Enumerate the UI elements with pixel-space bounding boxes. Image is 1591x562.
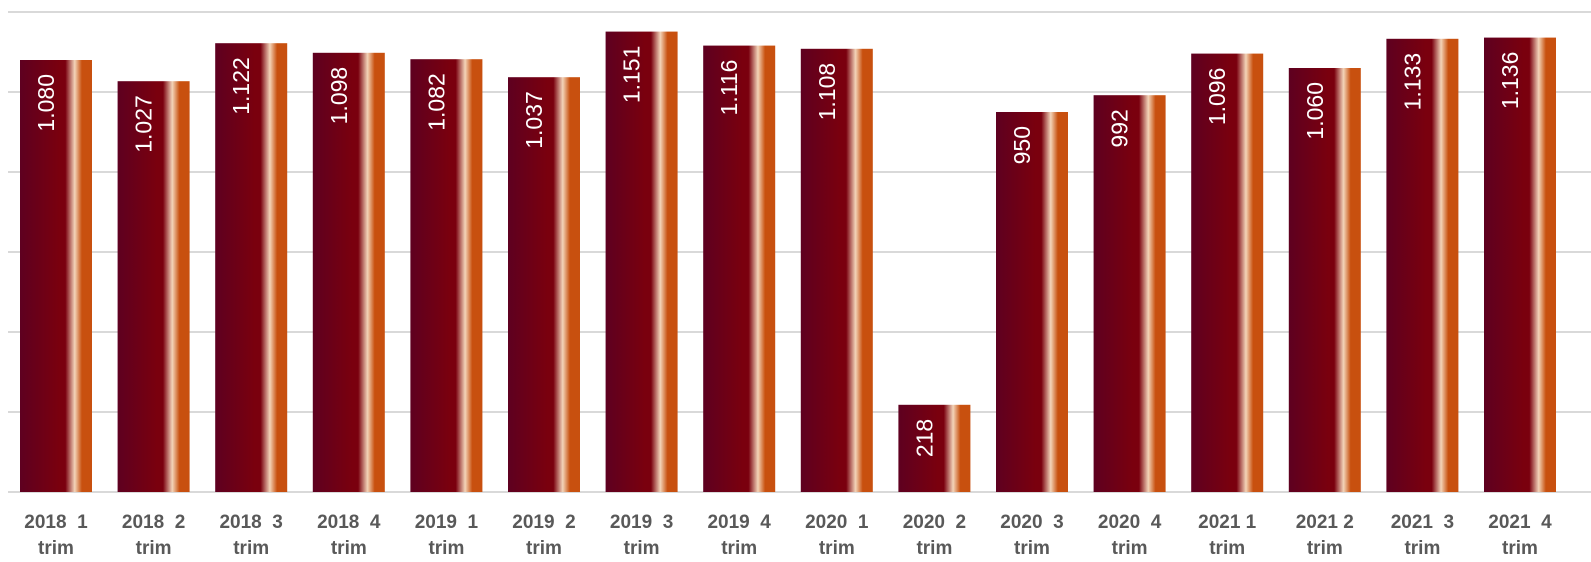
x-tick-label-period: 2020 1 <box>805 512 869 533</box>
bar <box>215 43 288 492</box>
x-tick-label: 2021 4 trim <box>1488 512 1552 559</box>
bar-data-label: 950 <box>1009 126 1035 164</box>
x-tick-label-unit: trim <box>819 538 855 559</box>
bar <box>800 48 873 493</box>
bar-data-label: 1.151 <box>619 46 645 104</box>
x-tick-label-unit: trim <box>1502 538 1538 559</box>
x-tick-label-period: 2018 2 <box>122 512 185 533</box>
x-tick-label-unit: trim <box>1112 538 1148 559</box>
x-tick-label-period: 2019 3 <box>610 512 673 533</box>
x-tick-label-period: 2021 1 <box>1198 512 1257 533</box>
bar-data-label: 1.116 <box>716 60 742 116</box>
x-tick-label: 2020 1 trim <box>805 512 869 559</box>
x-tick-label: 2021 2 trim <box>1296 512 1354 559</box>
x-tick-label: 2018 1 trim <box>24 512 88 559</box>
x-tick-label-period: 2019 1 <box>415 512 479 533</box>
bar <box>117 81 190 492</box>
x-tick-label-period: 2020 2 <box>903 512 966 533</box>
x-tick-label-unit: trim <box>916 538 952 559</box>
x-tick-label-unit: trim <box>721 538 757 559</box>
x-tick-label: 2019 4 trim <box>707 512 771 559</box>
x-tick-label-unit: trim <box>1209 538 1245 559</box>
x-tick-label-period: 2019 2 <box>512 512 575 533</box>
x-tick-label-unit: trim <box>1307 538 1343 559</box>
bar <box>1484 37 1556 492</box>
x-tick-label-period: 2021 3 <box>1391 512 1454 533</box>
x-tick-label-period: 2018 1 <box>24 512 88 533</box>
x-tick-label-unit: trim <box>136 538 172 559</box>
bar <box>703 45 776 492</box>
bar-data-label: 1.080 <box>33 74 59 132</box>
bar-data-label: 1.108 <box>814 63 840 121</box>
bars <box>20 31 1556 493</box>
x-tick-label: 2019 2 trim <box>512 512 575 559</box>
x-tick-label: 2020 4 trim <box>1098 512 1162 559</box>
bar-data-label: 1.027 <box>131 95 157 153</box>
x-axis-tick-labels: 2018 1 trim 2018 2 trim 2018 3 trim 2018 4 trim… <box>24 512 1552 559</box>
x-tick-label: 2019 3 trim <box>610 512 673 559</box>
bar-data-label: 1.096 <box>1204 68 1230 126</box>
x-tick-label-period: 2020 3 <box>1000 512 1063 533</box>
bar <box>312 52 385 493</box>
x-tick-label-period: 2020 4 <box>1098 512 1162 533</box>
bar-data-label: 1.037 <box>521 91 547 149</box>
x-tick-label-unit: trim <box>624 538 660 559</box>
x-tick-label: 2019 1 trim <box>415 512 479 559</box>
x-tick-label: 2018 4 trim <box>317 512 381 559</box>
x-tick-label-unit: trim <box>233 538 269 559</box>
x-tick-label: 2021 3 trim <box>1391 512 1454 559</box>
x-tick-label-period: 2018 3 <box>219 512 282 533</box>
x-tick-label-period: 2018 4 <box>317 512 381 533</box>
bar <box>1288 68 1361 492</box>
x-tick-label-period: 2021 2 <box>1296 512 1354 533</box>
bar <box>1093 95 1166 492</box>
bar-data-label: 1.098 <box>326 67 352 125</box>
bar <box>410 59 483 492</box>
bar-data-label: 1.082 <box>423 73 449 131</box>
x-tick-label-unit: trim <box>1014 538 1050 559</box>
bar-data-label: 218 <box>911 419 937 457</box>
x-tick-label: 2018 2 trim <box>122 512 185 559</box>
bar <box>20 60 92 492</box>
bar-data-label: 1.133 <box>1399 53 1425 111</box>
data-labels: 1.080 1.027 1.122 1.098 1.082 1.037 1.151 1.116… <box>33 46 1523 458</box>
bar <box>1191 53 1264 492</box>
bar <box>605 31 678 492</box>
bar-data-label: 1.122 <box>228 57 254 115</box>
bar <box>898 404 971 492</box>
bar-data-label: 1.136 <box>1497 52 1523 110</box>
x-tick-label: 2018 3 trim <box>219 512 282 559</box>
x-tick-label: 2020 2 trim <box>903 512 966 559</box>
x-tick-label-unit: trim <box>526 538 562 559</box>
bar <box>996 112 1068 492</box>
bar-data-label: 1.060 <box>1302 82 1328 140</box>
x-tick-label-period: 2019 4 <box>707 512 771 533</box>
bar-data-label: 992 <box>1107 109 1133 147</box>
bar <box>1386 38 1459 493</box>
x-tick-label: 2020 3 trim <box>1000 512 1063 559</box>
x-tick-label-period: 2021 4 <box>1488 512 1552 533</box>
x-tick-label-unit: trim <box>38 538 74 559</box>
bar <box>508 77 580 492</box>
x-tick-label-unit: trim <box>428 538 464 559</box>
x-tick-label-unit: trim <box>331 538 367 559</box>
x-tick-label: 2021 1 trim <box>1198 512 1257 559</box>
x-tick-label-unit: trim <box>1404 538 1440 559</box>
